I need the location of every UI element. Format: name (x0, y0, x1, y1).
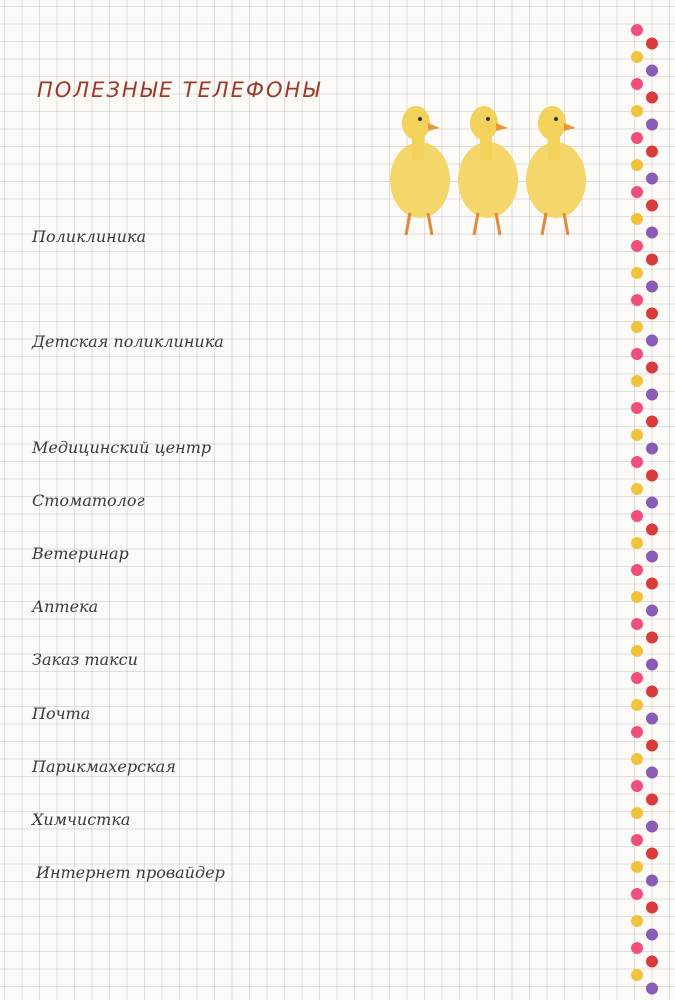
dot (646, 307, 658, 320)
dot (646, 64, 658, 77)
dot (631, 672, 643, 684)
dot (631, 888, 643, 900)
dot (631, 402, 643, 414)
entry-label: Медицинский центр (32, 438, 212, 457)
entry-label: Интернет провайдер (36, 863, 225, 882)
dot (631, 699, 643, 711)
dot (631, 348, 643, 360)
dot (631, 537, 643, 549)
dot (631, 753, 643, 765)
dot (631, 861, 643, 873)
dot (631, 132, 643, 144)
entry-label: Стоматолог (32, 491, 145, 510)
ducklings-illustration (390, 106, 586, 236)
dot (631, 915, 643, 927)
dot (631, 321, 643, 333)
dot (631, 51, 643, 63)
dot (631, 456, 643, 468)
dot (646, 739, 658, 752)
dot (631, 240, 643, 252)
dot (646, 658, 658, 671)
duckling (390, 106, 450, 236)
dot (646, 91, 658, 104)
dot (631, 429, 643, 441)
dot (631, 834, 643, 846)
dot (646, 361, 658, 374)
dot (631, 564, 643, 576)
dot (631, 375, 643, 387)
dot (631, 645, 643, 657)
dot (631, 186, 643, 198)
dot (646, 820, 658, 833)
dot (631, 24, 643, 36)
dot (646, 415, 658, 428)
dot (631, 267, 643, 279)
dot (631, 159, 643, 171)
dot (646, 118, 658, 131)
dot (631, 942, 643, 954)
dot-border (631, 24, 658, 995)
dot (631, 591, 643, 603)
dot (646, 712, 658, 725)
entry-label: Ветеринар (32, 544, 129, 563)
entry-label: Химчистка (32, 810, 131, 829)
dot (631, 618, 643, 630)
dot (646, 199, 658, 212)
entry-label: Поликлиника (32, 227, 147, 246)
dot (631, 780, 643, 792)
dot (646, 847, 658, 860)
dot (631, 294, 643, 306)
dot (646, 550, 658, 563)
dot (646, 982, 658, 995)
dot (631, 726, 643, 738)
dot (646, 523, 658, 536)
dot (646, 496, 658, 509)
entry-label: Почта (32, 704, 91, 723)
dot (646, 145, 658, 158)
dot (646, 280, 658, 293)
dot (646, 388, 658, 401)
dot (646, 334, 658, 347)
dot (646, 766, 658, 779)
dot (646, 37, 658, 50)
dot (646, 631, 658, 644)
dot (631, 807, 643, 819)
dot (646, 172, 658, 185)
dot (646, 226, 658, 239)
entry-label: Аптека (32, 597, 99, 616)
dot (646, 874, 658, 887)
entry-label: Парикмахерская (32, 757, 176, 776)
dot (631, 969, 643, 981)
dot (646, 577, 658, 590)
dot (646, 955, 658, 968)
dot (631, 510, 643, 522)
dot (646, 793, 658, 806)
duckling (526, 106, 586, 236)
dot (646, 604, 658, 617)
duckling (458, 106, 518, 236)
dot (646, 901, 658, 914)
page-title: ПОЛЕЗНЫЕ ТЕЛЕФОНЫ (37, 78, 322, 102)
entry-label: Заказ такси (32, 650, 138, 669)
dot (631, 105, 643, 117)
dot (631, 78, 643, 90)
dot (631, 213, 643, 225)
dot (646, 469, 658, 482)
dot (646, 442, 658, 455)
dot (646, 928, 658, 941)
entry-label: Детская поликлиника (32, 332, 224, 351)
dot (646, 253, 658, 266)
dot (646, 685, 658, 698)
dot (631, 483, 643, 495)
